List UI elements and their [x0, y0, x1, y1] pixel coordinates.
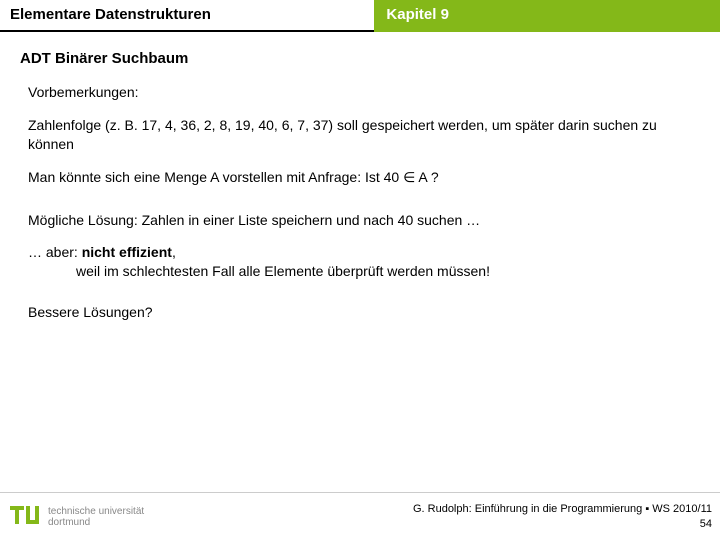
text-bold: nicht effizient: [82, 244, 172, 260]
text-fragment: ,: [172, 244, 176, 260]
text-fragment: Man könnte sich eine Menge A vorstellen …: [28, 169, 403, 185]
subtitle: ADT Binärer Suchbaum: [0, 32, 720, 75]
element-of-symbol: ∈: [403, 171, 415, 186]
tu-logo-icon: [8, 500, 42, 534]
logo-text-line2: dortmund: [48, 517, 90, 528]
header-title-left: Elementare Datenstrukturen: [0, 0, 374, 32]
header: Elementare Datenstrukturen Kapitel 9: [0, 0, 720, 32]
footer-page-number: 54: [700, 518, 712, 530]
paragraph-loesung: Mögliche Lösung: Zahlen in einer Liste s…: [28, 211, 692, 230]
paragraph-vorbemerkungen: Vorbemerkungen:: [28, 83, 692, 102]
text-fragment: … aber:: [28, 244, 82, 260]
footer-right: G. Rudolph: Einführung in die Programmie…: [413, 502, 712, 531]
text-fragment: A ?: [415, 169, 438, 185]
text-indent: weil im schlechtesten Fall alle Elemente…: [28, 263, 490, 279]
footer-logo-text: technische universität dortmund: [48, 506, 144, 528]
paragraph-aber: … aber: nicht effizient, weil im schlech…: [28, 243, 692, 281]
paragraph-zahlenfolge: Zahlenfolge (z. B. 17, 4, 36, 2, 8, 19, …: [28, 116, 692, 154]
footer-logo: technische universität dortmund: [8, 500, 144, 534]
content: Vorbemerkungen: Zahlenfolge (z. B. 17, 4…: [0, 75, 720, 322]
footer: technische universität dortmund G. Rudol…: [0, 492, 720, 540]
paragraph-bessere: Bessere Lösungen?: [28, 303, 692, 322]
logo-text-line1: technische universität: [48, 506, 144, 517]
header-title-right: Kapitel 9: [374, 0, 720, 32]
footer-author-line: G. Rudolph: Einführung in die Programmie…: [413, 503, 712, 515]
paragraph-menge: Man könnte sich eine Menge A vorstellen …: [28, 168, 692, 189]
